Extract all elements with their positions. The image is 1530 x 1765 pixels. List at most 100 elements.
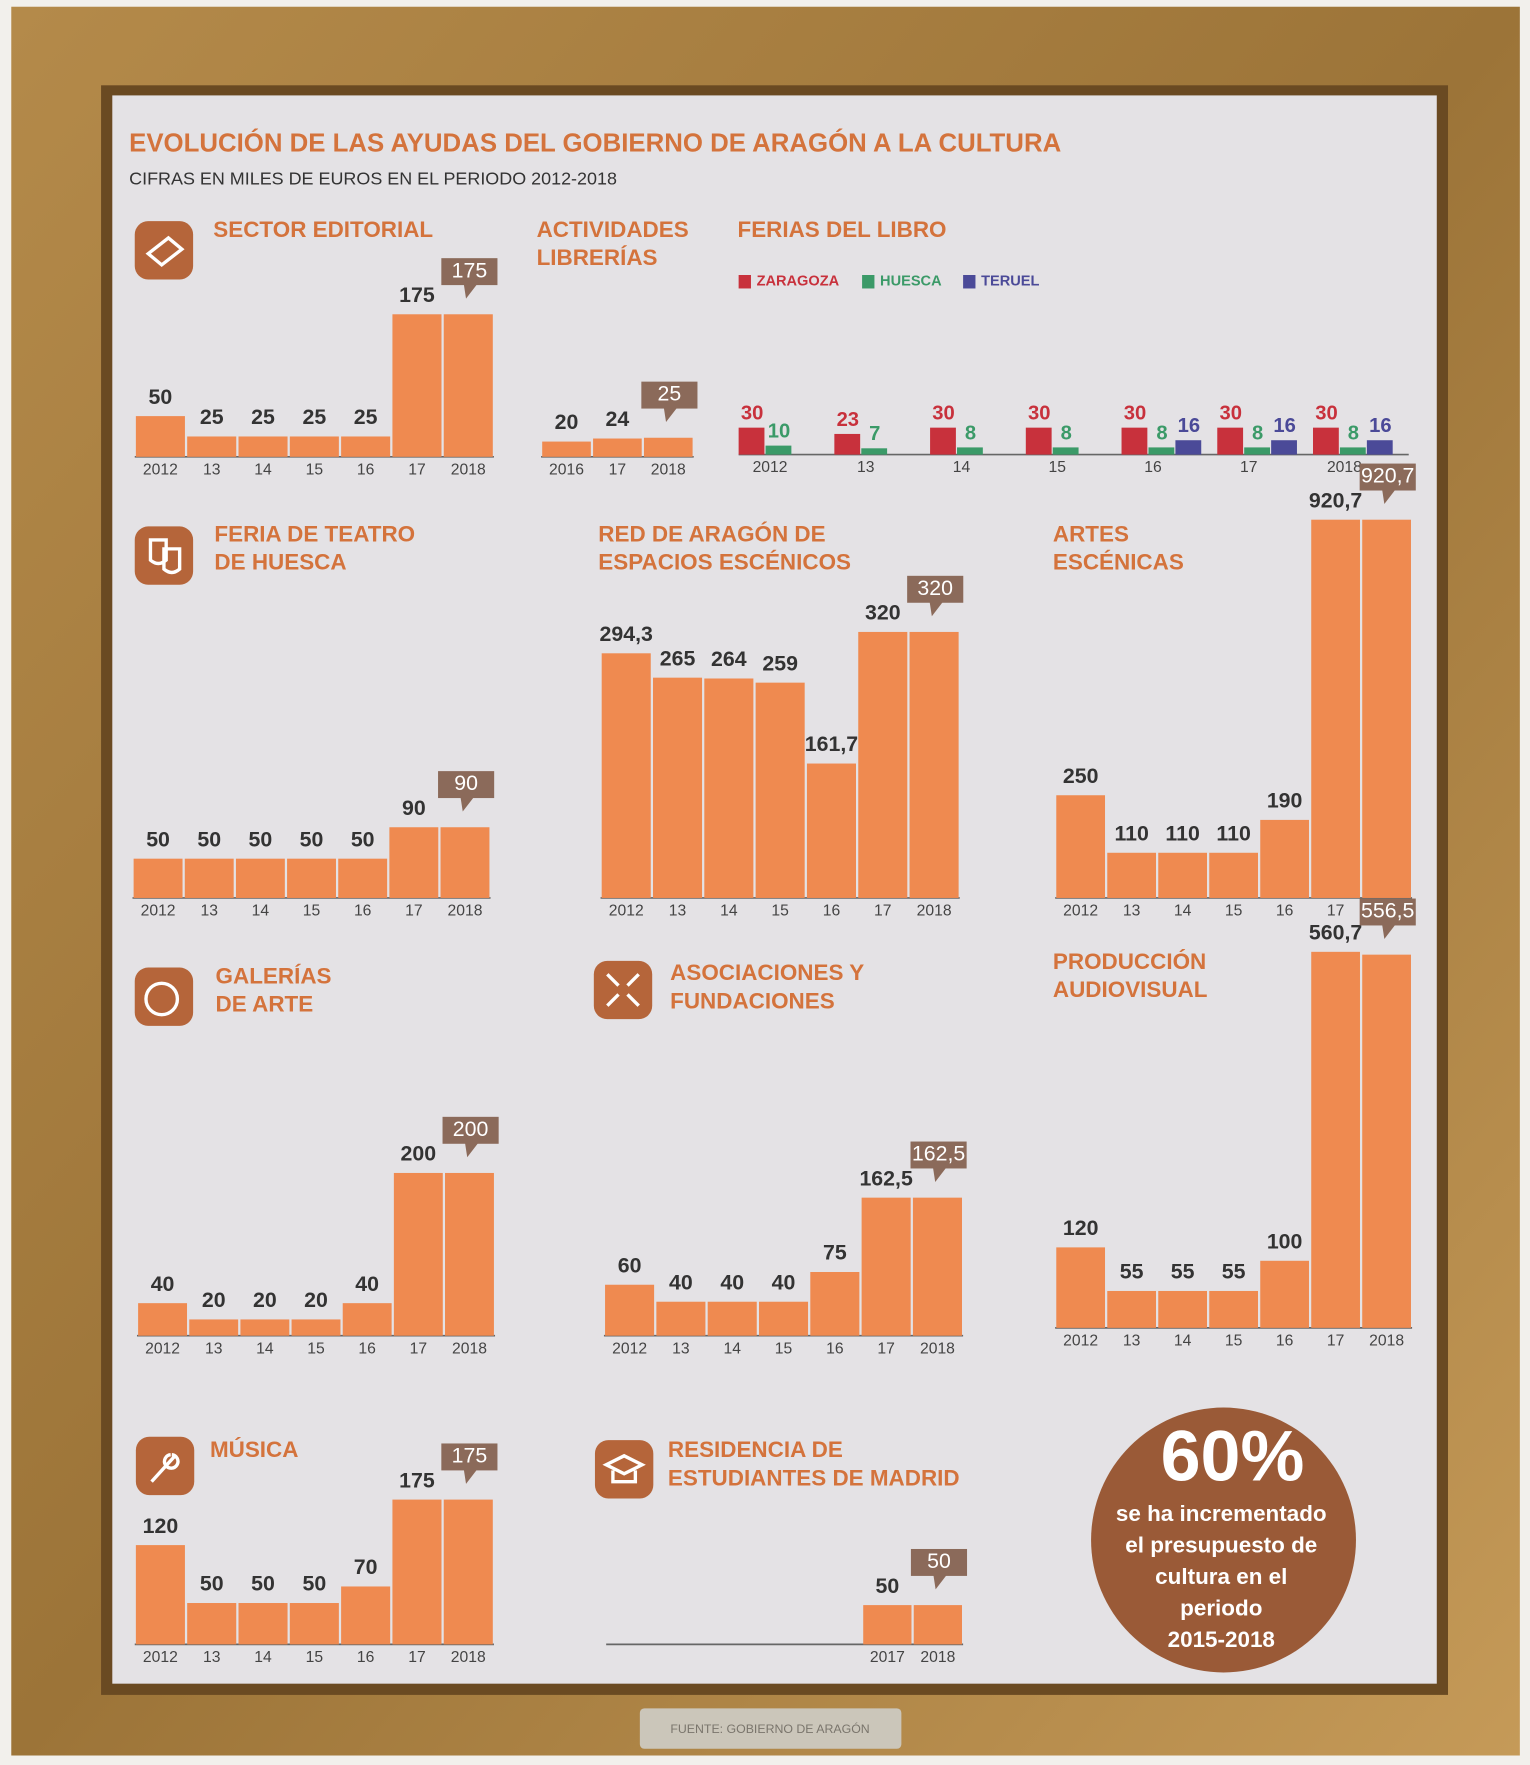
bar xyxy=(766,446,792,455)
x-tick-label: 2012 xyxy=(143,1649,178,1666)
icon xyxy=(135,221,193,279)
bar xyxy=(1260,820,1309,898)
x-tick-label: 15 xyxy=(1049,459,1067,476)
bar xyxy=(957,447,983,454)
bar xyxy=(392,1500,441,1645)
legend-swatch xyxy=(739,275,751,288)
legend-label: TERUEL xyxy=(981,274,1039,290)
subtitle: CIFRAS EN MILES DE EUROS EN EL PERIODO 2… xyxy=(129,168,617,188)
value-label: 20 xyxy=(304,1288,328,1312)
bar xyxy=(1271,440,1297,454)
bar xyxy=(602,653,651,898)
value-label: 40 xyxy=(355,1272,379,1296)
value-label: 20 xyxy=(202,1288,226,1312)
value-label: 50 xyxy=(146,827,170,851)
x-tick-label: 16 xyxy=(358,1340,376,1357)
value-label: 162,5 xyxy=(859,1166,912,1190)
bar xyxy=(134,859,183,898)
x-tick-label: 2012 xyxy=(145,1340,180,1357)
bar xyxy=(810,1272,859,1336)
callout-line: se ha incrementado xyxy=(1116,1501,1327,1526)
x-tick-label: 15 xyxy=(306,461,324,478)
x-tick-label: 16 xyxy=(1276,1332,1294,1349)
bar xyxy=(338,859,387,898)
bar xyxy=(343,1303,392,1336)
bar xyxy=(1056,795,1105,898)
value-label: 23 xyxy=(837,409,859,431)
bar xyxy=(1260,1261,1309,1328)
callout-line: periodo xyxy=(1180,1596,1262,1621)
bar xyxy=(1311,952,1360,1328)
bar xyxy=(739,428,765,455)
value-label: 175 xyxy=(452,1444,488,1468)
bar xyxy=(1026,428,1052,455)
bar xyxy=(236,859,285,898)
x-tick-label: 14 xyxy=(1174,1332,1192,1349)
x-tick-label: 2018 xyxy=(920,1649,955,1666)
value-label: 16 xyxy=(1369,415,1391,437)
bar xyxy=(1158,853,1207,898)
x-tick-label: 2012 xyxy=(753,459,788,476)
value-label: 55 xyxy=(1120,1260,1144,1284)
x-tick-label: 15 xyxy=(1225,1332,1243,1349)
x-tick-label: 2018 xyxy=(448,903,483,920)
chart-title: AUDIOVISUAL xyxy=(1053,977,1208,1002)
chart-title: DE ARTE xyxy=(216,992,314,1017)
value-label: 50 xyxy=(197,827,221,851)
bar xyxy=(704,678,753,897)
bar xyxy=(287,859,336,898)
value-label: 920,7 xyxy=(1309,488,1362,512)
value-label: 90 xyxy=(402,796,426,820)
x-tick-label: 2018 xyxy=(651,461,686,478)
value-label: 70 xyxy=(354,1555,378,1579)
bar xyxy=(1217,428,1243,455)
x-tick-label: 15 xyxy=(306,1649,324,1666)
bar xyxy=(240,1319,289,1335)
value-label: 60 xyxy=(618,1253,642,1277)
bar xyxy=(1244,447,1270,454)
value-label: 40 xyxy=(669,1270,693,1294)
bar xyxy=(187,436,236,456)
x-tick-label: 15 xyxy=(307,1340,325,1357)
value-label: 8 xyxy=(1156,422,1167,444)
value-label: 120 xyxy=(1063,1216,1099,1240)
bar xyxy=(1362,955,1411,1328)
value-label: 259 xyxy=(762,651,798,675)
callout-line: 2015-2018 xyxy=(1168,1627,1275,1652)
x-tick-label: 14 xyxy=(254,461,272,478)
bar xyxy=(1148,447,1174,454)
x-tick-label: 17 xyxy=(609,461,626,478)
x-tick-label: 13 xyxy=(203,461,221,478)
x-tick-label: 2016 xyxy=(549,461,584,478)
value-label: 560,7 xyxy=(1309,921,1362,945)
bar xyxy=(930,428,956,455)
x-tick-label: 17 xyxy=(1327,903,1344,920)
value-label: 920,7 xyxy=(1361,464,1414,488)
chart-title: ARTES xyxy=(1053,521,1129,546)
value-label: 200 xyxy=(453,1117,489,1141)
x-tick-label: 14 xyxy=(1174,903,1192,920)
x-tick-label: 14 xyxy=(256,1340,274,1357)
value-label: 8 xyxy=(965,422,976,444)
value-label: 162,5 xyxy=(912,1142,965,1166)
bar xyxy=(1209,1291,1258,1328)
value-label: 40 xyxy=(772,1270,796,1294)
bar xyxy=(708,1302,757,1336)
x-tick-label: 17 xyxy=(408,461,425,478)
bar xyxy=(290,436,339,456)
bar xyxy=(341,436,390,456)
bar xyxy=(593,439,642,457)
x-tick-label: 13 xyxy=(669,903,687,920)
chart-title: DE HUESCA xyxy=(214,549,346,574)
x-tick-label: 17 xyxy=(874,903,891,920)
value-label: 25 xyxy=(302,405,326,429)
chart-title: ESCÉNICAS xyxy=(1053,549,1184,574)
x-tick-label: 2018 xyxy=(920,1340,955,1357)
value-label: 25 xyxy=(200,405,224,429)
x-tick-label: 14 xyxy=(720,903,738,920)
x-tick-label: 13 xyxy=(857,459,875,476)
value-label: 50 xyxy=(200,1572,224,1596)
value-label: 8 xyxy=(1061,422,1072,444)
legend-label: ZARAGOZA xyxy=(757,274,840,290)
value-label: 24 xyxy=(606,407,630,431)
